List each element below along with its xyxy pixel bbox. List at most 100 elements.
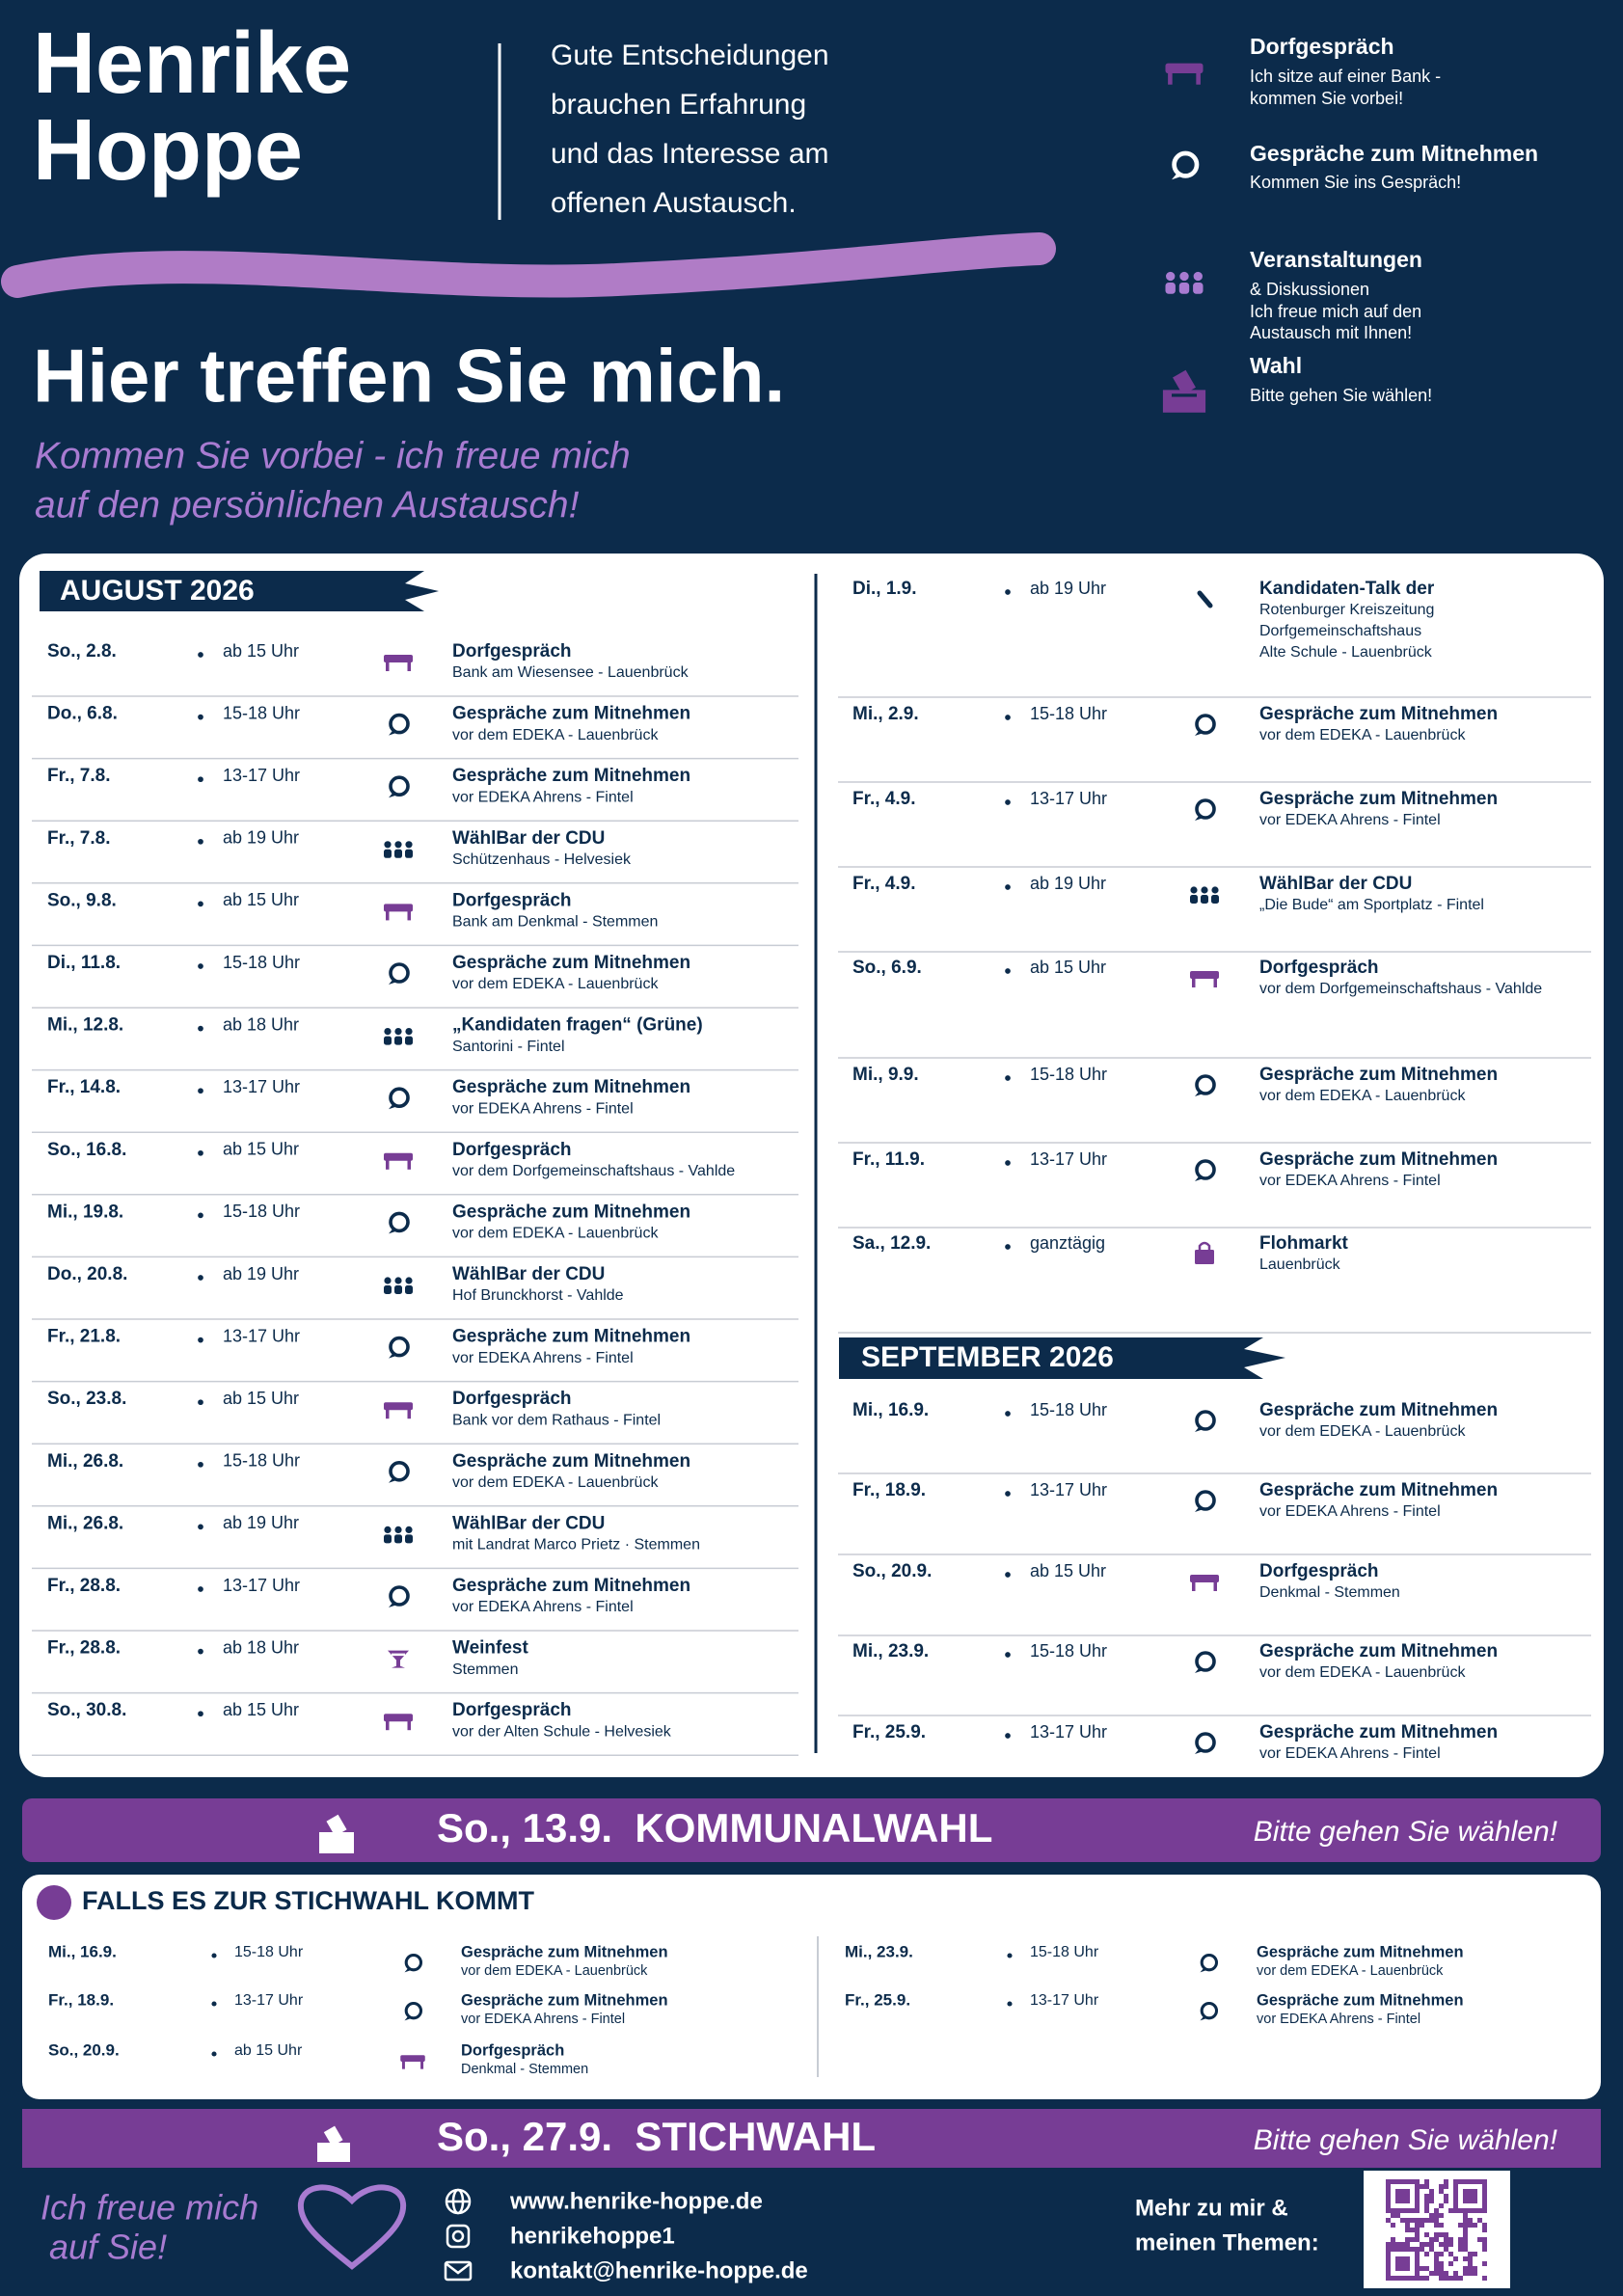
event-date: Mi., 9.9. <box>852 1065 919 1085</box>
event-title: Gespräche zum Mitnehmen <box>452 953 690 973</box>
event-time: ab 15 Uhr <box>223 1140 299 1159</box>
runoff-banner <box>22 2109 1601 2168</box>
people-icon <box>1190 895 1198 904</box>
qr-cell <box>1434 2271 1439 2276</box>
event-place: vor dem EDEKA - Lauenbrück <box>1257 1963 1444 1979</box>
qr-cell <box>1444 2184 1448 2189</box>
qr-cell <box>1482 2208 1487 2213</box>
month-title: AUGUST 2026 <box>60 575 255 607</box>
qr-cell <box>1386 2256 1391 2261</box>
event-time: 15-18 Uhr <box>1030 1641 1107 1661</box>
event-date: Mi., 16.9. <box>852 1400 929 1420</box>
chat-icon <box>389 979 397 985</box>
bullet <box>1005 1572 1011 1578</box>
qr-cell <box>1468 2208 1473 2213</box>
event-date: Mi., 23.9. <box>852 1641 929 1661</box>
qr-cell <box>1386 2194 1391 2199</box>
qr-cell <box>1410 2276 1415 2281</box>
people-icon <box>384 841 392 849</box>
event-time: 15-18 Uhr <box>223 1451 300 1471</box>
event-time: ab 19 Uhr <box>1030 579 1106 598</box>
qr-cell <box>1444 2237 1448 2242</box>
qr-cell <box>1463 2271 1468 2276</box>
event-place: Bank am Denkmal - Stemmen <box>452 914 658 931</box>
qr-cell <box>1448 2276 1453 2281</box>
bullet <box>1005 1160 1011 1166</box>
qr-cell <box>1429 2271 1434 2276</box>
mail-icon <box>445 2262 472 2275</box>
qr-cell <box>1468 2223 1473 2228</box>
qr-cell <box>1453 2194 1458 2199</box>
event-time: ab 15 Uhr <box>223 1700 299 1719</box>
bullet <box>1005 1244 1011 1250</box>
qr-cell <box>1473 2252 1477 2256</box>
qr-cell <box>1468 2256 1473 2261</box>
chat-icon <box>389 729 397 736</box>
event-time: 13-17 Uhr <box>223 766 300 785</box>
event-place: Stemmen <box>452 1661 518 1678</box>
election-label: So., 13.9. KOMMUNALWAHL <box>437 1805 992 1850</box>
ballot-icon <box>1173 369 1196 395</box>
event-place: Rotenburger Kreiszeitung <box>1259 602 1434 618</box>
qr-cell <box>1458 2242 1463 2247</box>
bench-icon <box>1196 71 1201 85</box>
chat-icon <box>1195 1074 1216 1095</box>
event-date: Mi., 26.8. <box>47 1513 123 1533</box>
bench-icon <box>384 655 413 662</box>
bullet <box>198 1275 203 1281</box>
qr-cell <box>1424 2218 1429 2223</box>
qr-cell <box>1448 2237 1453 2242</box>
event-date: So., 2.8. <box>47 641 117 662</box>
bench-icon <box>1165 63 1204 73</box>
qr-cell <box>1463 2242 1468 2247</box>
event-title: WählBar der CDU <box>452 1513 605 1533</box>
event-time: 15-18 Uhr <box>223 953 300 972</box>
qr-cell <box>1463 2228 1468 2232</box>
event-time: 15-18 Uhr <box>1030 704 1107 723</box>
qr-cell <box>1391 2237 1395 2242</box>
people-icon <box>384 1285 392 1294</box>
qr-cell <box>1395 2261 1400 2266</box>
qr-cell <box>1473 2199 1477 2203</box>
qr-cell <box>1444 2271 1448 2276</box>
bag-icon <box>1195 1250 1214 1264</box>
qr-cell <box>1429 2199 1434 2203</box>
bag-icon <box>1198 1241 1211 1250</box>
event-date: Fr., 7.8. <box>47 828 110 849</box>
bullet <box>1005 1733 1011 1739</box>
qr-cell <box>1415 2203 1420 2208</box>
qr-cell <box>1434 2213 1439 2218</box>
qr-cell <box>1386 2208 1391 2213</box>
qr-cell <box>1405 2199 1410 2203</box>
event-place: vor EDEKA Ahrens - Fintel <box>452 789 634 805</box>
event-place: vor dem EDEKA - Lauenbrück <box>461 1963 648 1979</box>
qr-cell <box>1424 2232 1429 2237</box>
event-time: ab 15 Uhr <box>223 641 299 661</box>
legend-text: Kommen Sie ins Gespräch! <box>1250 173 1461 192</box>
legend-text: kommen Sie vorbei! <box>1250 89 1403 108</box>
people-icon <box>394 1534 402 1544</box>
qr-cell <box>1405 2256 1410 2261</box>
event-place: vor EDEKA Ahrens - Fintel <box>1259 812 1441 828</box>
qr-cell <box>1429 2247 1434 2252</box>
bench-icon <box>420 2061 424 2069</box>
qr-cell <box>1405 2276 1410 2281</box>
link: www.henrike-hoppe.de <box>509 2188 763 2214</box>
event-title: Gespräche zum Mitnehmen <box>1259 789 1498 809</box>
bullet <box>198 1648 203 1655</box>
chat-icon <box>389 1585 410 1607</box>
qr-cell <box>1439 2184 1444 2189</box>
qr-cell <box>1458 2247 1463 2252</box>
qr-cell <box>1410 2218 1415 2223</box>
qr-cell <box>1448 2208 1453 2213</box>
bullet <box>1007 2001 1013 2007</box>
event-time: 13-17 Uhr <box>223 1077 300 1096</box>
event-date: So., 20.9. <box>852 1561 932 1581</box>
qr-cell <box>1463 2247 1468 2252</box>
qr-cell <box>1482 2203 1487 2208</box>
qr-cell <box>1410 2208 1415 2213</box>
event-time: 13-17 Uhr <box>1030 1722 1107 1742</box>
qr-cell <box>1415 2223 1420 2228</box>
runoff-card <box>22 1875 1601 2099</box>
qr-cell <box>1468 2194 1473 2199</box>
